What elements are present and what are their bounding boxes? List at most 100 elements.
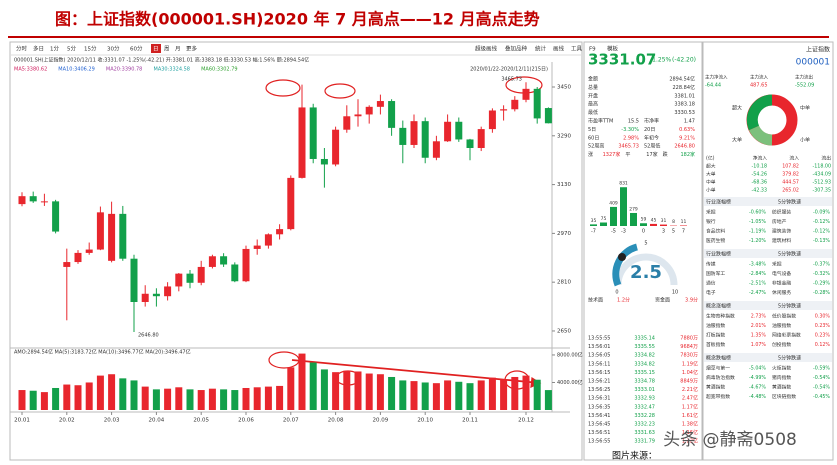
- sector-change: 1.07%: [751, 342, 767, 348]
- toolbar-button[interactable]: 多日: [33, 45, 44, 53]
- dist-value-label: 279: [629, 206, 638, 212]
- sector-name: 休闲服务: [772, 289, 791, 296]
- flow-cell: 265.02: [782, 188, 799, 194]
- sector-name: 食品饮料: [706, 228, 725, 235]
- toolbar-button[interactable]: 周: [164, 46, 170, 53]
- flow-cell: 流出: [821, 155, 831, 162]
- toolbar-button[interactable]: 叠加品种: [505, 45, 528, 53]
- flow-cell: -118.00: [812, 164, 831, 170]
- sector-name: 网络彩票指数: [772, 332, 801, 339]
- trade-volume: 1.22亿: [682, 438, 698, 445]
- sector-name: 创投指数: [772, 341, 791, 348]
- candle-body: [287, 177, 295, 230]
- volume-bar: [376, 374, 384, 410]
- quote-label: 跌: [663, 151, 668, 158]
- volume-bar: [40, 392, 48, 410]
- trade-volume: 2.47亿: [682, 395, 698, 402]
- y-tick-label: 2810: [557, 280, 571, 286]
- candle-body: [108, 213, 116, 261]
- dist-category-label: -7: [591, 229, 596, 235]
- toolbar-button[interactable]: 月: [175, 46, 181, 53]
- volume-bar: [208, 388, 216, 410]
- candle-body: [242, 248, 250, 282]
- sector-name: 电气设备: [772, 270, 791, 277]
- tech-score: 1.2分: [617, 297, 630, 304]
- ma-legend: MA10:3406.29: [58, 67, 94, 73]
- toolbar-button[interactable]: 统计: [535, 45, 547, 53]
- trade-time: 13:56:05: [588, 353, 610, 359]
- volume-bar: [119, 378, 127, 410]
- quote-value: 3465.73: [618, 144, 639, 150]
- candle-body: [152, 293, 160, 297]
- toolbar-button[interactable]: 日: [153, 46, 159, 53]
- candle-body: [444, 121, 452, 142]
- pie-label: 超大: [732, 105, 742, 112]
- x-tick-label: 20.04: [149, 418, 165, 424]
- toolbar-button[interactable]: 画线: [553, 45, 565, 53]
- sector-name: 猪肉指数: [772, 374, 791, 381]
- candle-body: [130, 258, 138, 303]
- sector-change: 0.23%: [815, 323, 831, 329]
- sector-title: 5分钟跌速: [778, 199, 801, 206]
- sector-name: 建筑装饰: [772, 228, 791, 235]
- quote-value: 2.98%: [623, 135, 639, 141]
- candle-body: [488, 110, 496, 130]
- toolbar-button[interactable]: 5分: [67, 45, 76, 53]
- toolbar-button[interactable]: 分时: [16, 45, 28, 53]
- toolbar-button[interactable]: 更多: [186, 45, 198, 53]
- x-tick-label: 20.12: [518, 418, 534, 424]
- quote-value: 3330.53: [674, 110, 695, 116]
- toolbar-button[interactable]: 超级画线: [475, 45, 498, 53]
- trade-time: 13:56:41: [588, 413, 610, 419]
- toolbar-button[interactable]: F9: [589, 47, 596, 53]
- sector-name: 传媒: [706, 261, 716, 268]
- info-line: 000001.SH(上证指数) 2020/12/11 收:3331.07 -1.…: [14, 57, 309, 64]
- quote-panel: [583, 41, 703, 461]
- toolbar-button[interactable]: 30分: [107, 45, 120, 53]
- trade-price: 3334.82: [634, 353, 655, 359]
- trade-volume: 8849万: [680, 379, 698, 385]
- quote-value: 17家: [646, 151, 657, 158]
- flow-cell: 中单: [706, 179, 716, 186]
- candle-body: [298, 107, 306, 178]
- low-annotation: 2646.80: [138, 332, 159, 338]
- candle-body: [119, 213, 127, 259]
- candle-body: [253, 245, 261, 249]
- sector-name: 油服指数: [706, 322, 725, 329]
- donut-slice: [746, 94, 773, 131]
- volume-bar: [63, 384, 71, 410]
- donut-slice: [748, 125, 773, 146]
- y-tick-label: 3450: [557, 85, 571, 91]
- volume-bar: [231, 390, 239, 410]
- candle-body: [85, 249, 93, 253]
- volume-bar: [175, 387, 183, 410]
- sector-change: -2.84%: [749, 271, 766, 277]
- candle-body: [141, 293, 149, 303]
- volume-bar: [421, 382, 429, 410]
- x-tick-label: 20.10: [417, 418, 433, 424]
- trade-time: 13:55:55: [588, 336, 610, 342]
- trade-volume: 1.61亿: [682, 412, 698, 419]
- sector-change: -2.47%: [749, 290, 766, 296]
- volume-bar: [52, 387, 60, 410]
- candle-body: [388, 101, 396, 128]
- watermark: 头条 @静斋0508: [663, 430, 797, 450]
- toolbar-button[interactable]: 模板: [607, 45, 619, 53]
- volume-bar: [141, 386, 149, 410]
- sector-name: 非银金融: [772, 280, 791, 287]
- toolbar-button[interactable]: 1分: [50, 45, 59, 53]
- sector-name: 房地产: [772, 218, 787, 225]
- sector-change: -0.37%: [813, 262, 830, 268]
- trade-time: 13:56:31: [588, 396, 610, 402]
- flow-cell: -512.93: [812, 180, 831, 186]
- x-tick-label: 20.09: [373, 418, 389, 424]
- candle-body: [63, 262, 71, 267]
- toolbar-button[interactable]: 60分: [130, 45, 143, 53]
- quote-value: 0.63%: [679, 127, 695, 133]
- toolbar-button[interactable]: 15分: [84, 45, 97, 53]
- quote-label: 市盈率TTM: [588, 118, 613, 125]
- sector-name: 纺织服装: [772, 209, 791, 216]
- candle-body: [320, 158, 328, 165]
- toolbar-button[interactable]: 工具: [571, 46, 583, 53]
- x-tick-label: 20.05: [193, 418, 209, 424]
